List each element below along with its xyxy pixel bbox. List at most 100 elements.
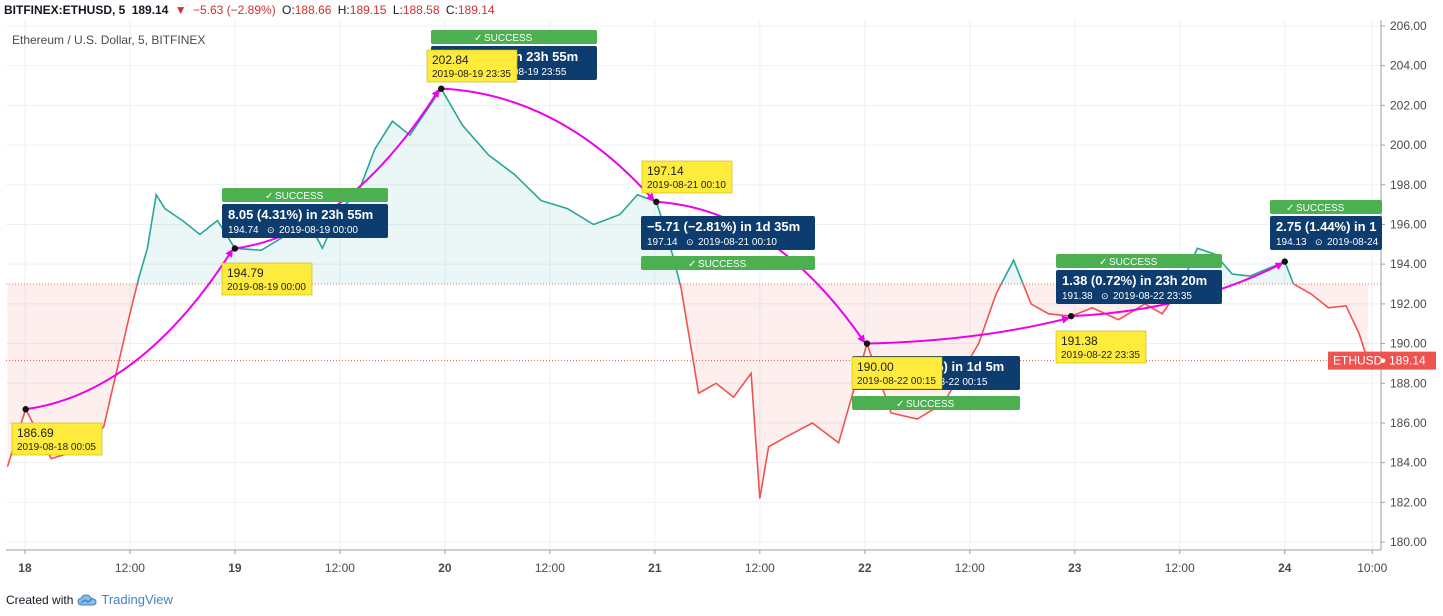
- open-label: O:: [282, 3, 295, 17]
- x-tick-label: 22: [858, 561, 872, 575]
- success-badge: [641, 256, 815, 270]
- trade-change: in 23h 55m: [511, 49, 578, 64]
- y-tick-label: 188.00: [1390, 376, 1427, 390]
- projection-arrow: [866, 315, 1071, 345]
- success-badge: [431, 30, 597, 44]
- low-label: L:: [392, 3, 403, 17]
- open-value: 188.66: [294, 3, 332, 17]
- close-value: 189.14: [457, 3, 495, 17]
- high-label: H:: [337, 3, 350, 17]
- x-tick-label: 21: [648, 561, 662, 575]
- projection-arrow: [441, 87, 655, 202]
- check-icon: ✓: [474, 33, 482, 44]
- trade-date: 08-22 00:15: [934, 377, 988, 388]
- trade-stats-box: [1270, 216, 1382, 250]
- x-tick-label: 10:00: [1357, 561, 1387, 575]
- point-marker: [863, 340, 871, 347]
- point-marker: [438, 85, 445, 92]
- trade-stats-box: [1056, 270, 1222, 304]
- trade-label: ✓ SUCCESS 8.05 (4.31%) in 23h 55m 194.74 ⊙ 20…: [222, 188, 388, 238]
- point-label: 197.14 2019-08-21 00:10: [641, 160, 733, 194]
- current-price-value: 189.14: [1389, 354, 1426, 368]
- y-tick-label: 184.00: [1390, 456, 1427, 470]
- price-chart[interactable]: 206.00 204.00 202.00 200.00 198.00 196.00 194.…: [0, 20, 1443, 590]
- trade-change: 2.75 (1.44%) in 1: [1276, 219, 1376, 234]
- y-tick-label: 194.00: [1390, 257, 1427, 271]
- footer: Created with TradingView: [6, 590, 173, 610]
- last-price: 189.14: [131, 3, 169, 17]
- series-line-down: [6, 284, 1369, 499]
- point-marker: [1281, 258, 1288, 265]
- trade-entry-price: 197.14: [647, 237, 678, 248]
- trade-entry-price: 194.74: [228, 225, 259, 236]
- trade-change: −5.71 (−2.81%) in 1d 35m: [647, 219, 800, 234]
- point-label-box: [11, 422, 103, 456]
- x-tick-label: 18: [18, 561, 32, 575]
- x-tick-label: 12:00: [115, 561, 145, 575]
- success-label: SUCCESS: [906, 399, 955, 410]
- clock-icon: ⊙: [686, 237, 694, 247]
- point-label: 190.00 2019-08-22 00:15: [851, 356, 943, 390]
- success-badge: [1270, 200, 1382, 214]
- point-date: 2019-08-19 23:35: [432, 69, 511, 80]
- trade-date: 2019-08-24: [1327, 237, 1379, 248]
- x-tick-label: 20: [438, 561, 452, 575]
- y-tick-label: 196.00: [1390, 217, 1427, 231]
- low-value: 188.58: [402, 3, 440, 17]
- tradingview-brand[interactable]: TradingView: [101, 592, 173, 607]
- price-change: −5.63 (−2.89%): [192, 3, 276, 17]
- trade-change: %) in 1d 5m: [932, 359, 1004, 374]
- y-tick-label: 180.00: [1390, 535, 1427, 549]
- trade-date: 08-19 23:55: [513, 67, 567, 78]
- point-label-box: [851, 356, 943, 390]
- close-label: C:: [445, 3, 458, 17]
- success-label: SUCCESS: [698, 259, 747, 270]
- created-with-text: Created with: [6, 593, 74, 607]
- success-label: SUCCESS: [275, 191, 324, 202]
- point-price: 186.69: [17, 426, 54, 440]
- point-price: 194.79: [227, 266, 264, 280]
- y-tick-label: 198.00: [1390, 178, 1427, 192]
- point-date: 2019-08-22 23:35: [1061, 350, 1140, 361]
- symbol-name: BITFINEX:ETHUSD, 5: [4, 3, 126, 17]
- point-price: 190.00: [857, 360, 894, 374]
- success-label: SUCCESS: [1109, 257, 1158, 268]
- point-marker: [231, 245, 239, 252]
- clock-icon: ⊙: [267, 225, 275, 235]
- trade-entry-price: 194.13: [1276, 237, 1307, 248]
- point-price: 191.38: [1061, 334, 1098, 348]
- point-marker: [1067, 312, 1075, 320]
- clock-icon: ⊙: [1315, 237, 1323, 247]
- point-label: 191.38 2019-08-22 23:35: [1055, 330, 1147, 364]
- x-tick-label: 12:00: [745, 561, 775, 575]
- current-price-symbol: ETHUSD: [1333, 354, 1383, 368]
- y-tick-label: 204.00: [1390, 59, 1427, 73]
- x-tick-label: 23: [1068, 561, 1082, 575]
- point-date: 2019-08-19 00:00: [227, 282, 306, 293]
- point-marker: [653, 198, 660, 206]
- symbol-header: BITFINEX:ETHUSD, 5 189.14 ▼ −5.63 (−2.89…: [0, 0, 1443, 20]
- y-tick-label: 182.00: [1390, 495, 1427, 509]
- trade-stats-box: [222, 204, 388, 238]
- trade-date: 2019-08-21 00:10: [698, 237, 777, 248]
- success-badge: [222, 188, 388, 202]
- x-tick-label: 12:00: [1165, 561, 1195, 575]
- pin-dot-icon: [1380, 358, 1386, 363]
- y-tick-label: 186.00: [1390, 416, 1427, 430]
- trade-label: ✓ SUCCESS 1.38 (0.72%) in 23h 20m 191.38 ⊙ 20…: [1056, 254, 1222, 304]
- check-icon: ✓: [1099, 257, 1107, 268]
- y-tick-label: 192.00: [1390, 297, 1427, 311]
- trade-date: 2019-08-19 00:00: [279, 225, 358, 236]
- x-tick-label: 12:00: [325, 561, 355, 575]
- tradingview-cloud-logo: [77, 594, 97, 606]
- down-triangle-icon: ▼: [174, 3, 187, 17]
- point-label-box: [641, 160, 733, 194]
- x-tick-label: 19: [228, 561, 242, 575]
- point-date: 2019-08-21 00:10: [647, 180, 726, 191]
- point-date: 2019-08-22 00:15: [857, 376, 936, 387]
- point-label: 202.84 2019-08-19 23:35: [426, 49, 518, 83]
- trade-label: ✓ SUCCESS 2.75 (1.44%) in 1 194.13 ⊙ 2019-08-…: [1270, 200, 1382, 250]
- y-tick-label: 202.00: [1390, 98, 1427, 112]
- projection-arrow: [25, 248, 234, 411]
- point-label: 194.79 2019-08-19 00:00: [221, 262, 313, 296]
